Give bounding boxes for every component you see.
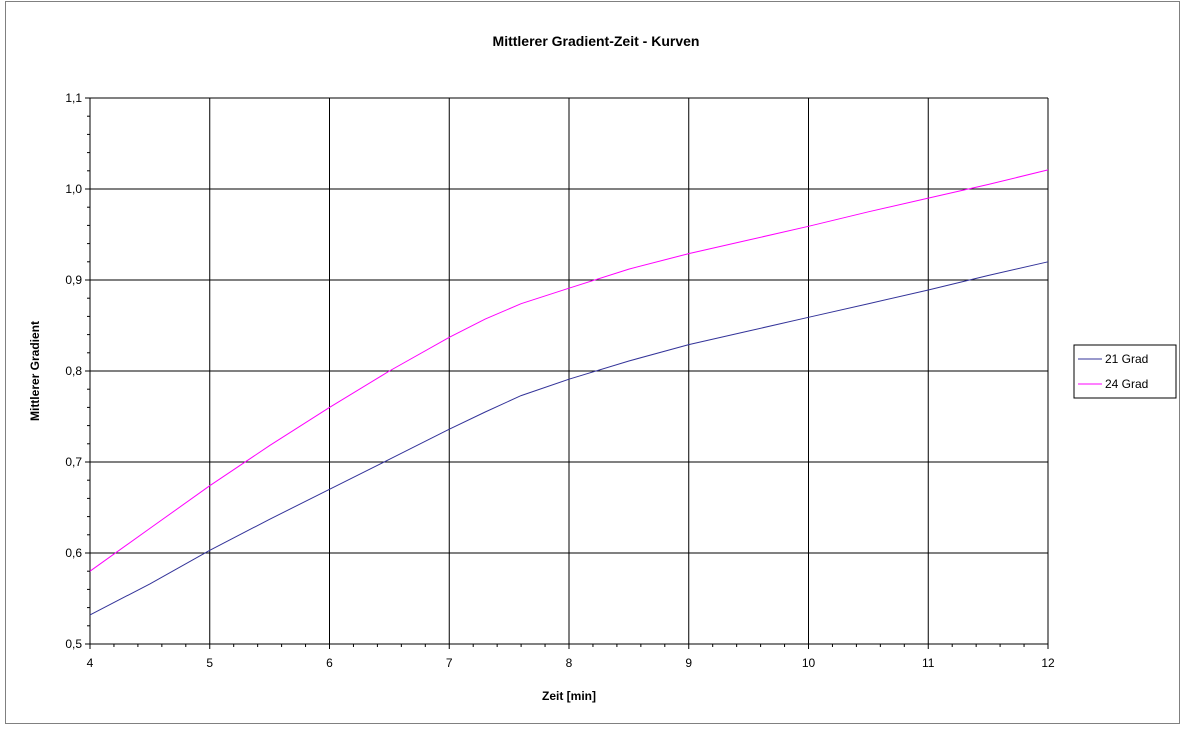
y-axis-label: Mittlerer Gradient [28,321,42,421]
y-tick-label: 0,6 [65,546,82,560]
x-tick-label: 12 [1041,656,1055,670]
x-tick-label: 6 [326,656,333,670]
axis-layer: 4 5 6 7 8 9 10 11 12 0,5 0,6 0,7 0,8 0,9 1,0 1,1 [65,91,1055,670]
x-tick-label: 5 [206,656,213,670]
chart-frame: Mittlerer Gradient-Zeit - Kurven 4 5 6 7 8 9 1… [5,1,1180,724]
chart-title: Mittlerer Gradient-Zeit - Kurven [493,33,700,49]
series-line-21-grad [89,261,1049,616]
series-layer [89,169,1049,616]
x-tick-label: 4 [87,656,94,670]
legend-label-21-grad: 21 Grad [1105,352,1148,366]
legend-box [1073,344,1177,399]
line-chart: Mittlerer Gradient-Zeit - Kurven 4 5 6 7 8 9 1… [28,33,1177,703]
grid-layer [90,97,1049,644]
y-tick-label: 1,1 [65,91,82,105]
x-tick-label: 8 [566,656,573,670]
x-axis-label: Zeit [min] [542,689,596,703]
series-line-24-grad [89,169,1049,572]
y-tick-label: 0,9 [65,273,82,287]
legend: 21 Grad 24 Grad [1073,344,1177,399]
x-tick-label: 7 [446,656,453,670]
y-tick-label: 0,8 [65,364,82,378]
y-tick-label: 0,7 [65,455,82,469]
x-tick-label: 11 [922,656,935,670]
y-tick-label: 0,5 [65,637,82,651]
x-tick-label: 10 [802,656,816,670]
legend-label-24-grad: 24 Grad [1105,377,1148,391]
x-tick-label: 9 [685,656,692,670]
y-tick-label: 1,0 [65,182,82,196]
